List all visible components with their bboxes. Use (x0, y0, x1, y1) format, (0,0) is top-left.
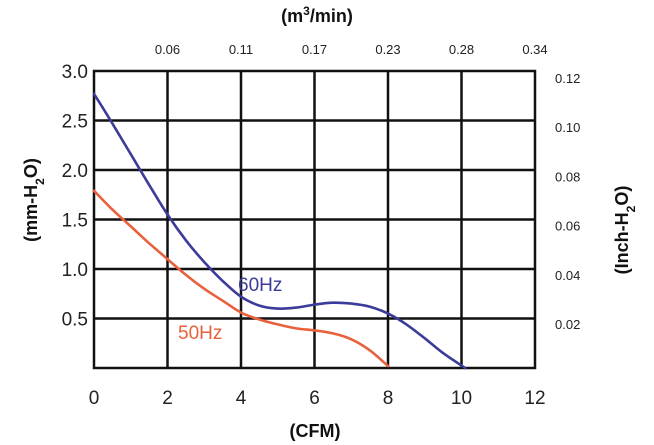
y2-tick-label: 0.08 (555, 169, 580, 184)
y-tick-label: 2.0 (62, 161, 88, 182)
series-lines (92, 92, 467, 370)
x2-tick-label: 0.28 (449, 42, 474, 57)
x-tick-label: 8 (383, 388, 394, 409)
x-tick-label: 2 (162, 388, 173, 409)
plot-frame (92, 69, 537, 370)
x2-tick-label: 0.34 (522, 42, 547, 57)
x-tick-label: 4 (236, 388, 247, 409)
y-tick-label: 1.5 (62, 211, 88, 232)
x2-tick-label: 0.06 (155, 42, 180, 57)
x-tick-label: 6 (309, 388, 320, 409)
y-axis-label: (mm-H2O) (21, 158, 47, 242)
series-line-50hz (92, 189, 390, 368)
x-tick-label: 12 (524, 388, 545, 409)
y2-tick-label: 0.04 (555, 268, 580, 283)
x2-tick-label: 0.17 (302, 42, 327, 57)
y-tick-label: 3.0 (62, 62, 88, 83)
series-line-60hz (92, 92, 467, 370)
x2-tick-label: 0.23 (375, 42, 400, 57)
y2-axis-label: (Inch-H2O) (612, 186, 638, 275)
y2-tick-label: 0.12 (555, 71, 580, 86)
x2-tick-label: 0.11 (229, 42, 253, 57)
y-tick-label: 0.5 (62, 310, 88, 331)
x2-axis-label: (m3/min) (281, 4, 353, 26)
x-tick-label: 0 (89, 388, 100, 409)
grid (94, 71, 535, 368)
y2-tick-label: 0.10 (555, 120, 580, 135)
series-label-50hz: 50Hz (178, 323, 222, 344)
tick-labels: 0 2 4 6 8 10 12 0.5 1.0 1.5 2.0 2.5 3.0 0.06 0.11 0.17 0… (62, 42, 581, 409)
y2-tick-label: 0.06 (555, 219, 580, 234)
x-tick-label: 10 (451, 388, 472, 409)
y2-tick-label: 0.02 (555, 317, 580, 332)
x-axis-label: (CFM) (290, 421, 341, 441)
series-label-60hz: 60Hz (238, 275, 282, 296)
y-tick-label: 2.5 (62, 112, 88, 133)
y-tick-label: 1.0 (62, 260, 88, 281)
